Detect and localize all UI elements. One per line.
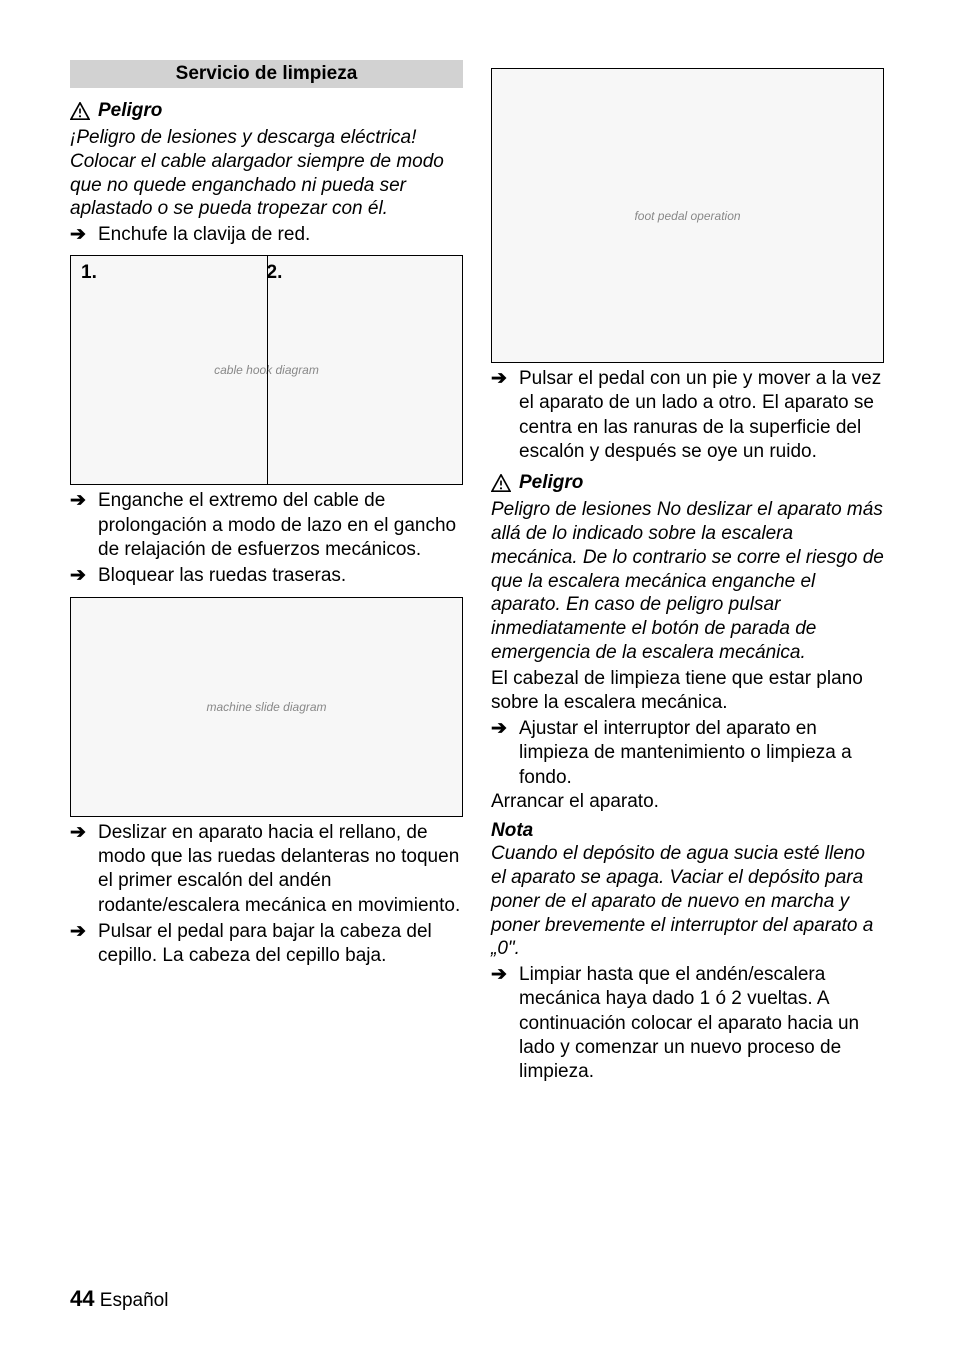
step-pedal: ➔ Pulsar el pedal para bajar la cabeza d… [70,920,463,969]
arrow-icon: ➔ [491,963,511,1085]
note-text: Cuando el depósito de agua sucia esté ll… [491,842,884,961]
figure-1-divider [267,256,268,484]
arrow-icon: ➔ [70,489,90,562]
warning-triangle-icon [70,102,90,120]
danger-text-2: Peligro de lesiones No deslizar el apara… [491,498,884,664]
page-number: 44 [70,1286,94,1311]
arrow-icon: ➔ [70,564,90,588]
arrow-icon: ➔ [491,367,511,464]
left-column: Servicio de limpieza Peligro ¡Peligro de… [70,60,463,1085]
figure-2-alt: machine slide diagram [206,700,326,714]
figure-2: machine slide diagram [70,597,463,817]
danger-heading-1: Peligro [70,100,463,122]
step-slide-text: Deslizar en aparato hacia el rellano, de… [98,821,463,918]
step-lock-wheels-text: Bloquear las ruedas traseras. [98,564,346,588]
arrow-icon: ➔ [491,717,511,790]
step-hook: ➔ Enganche el extremo del cable de prolo… [70,489,463,562]
note-label: Nota [491,820,884,842]
step-press-move: ➔ Pulsar el pedal con un pie y mover a l… [491,367,884,464]
right-column: foot pedal operation ➔ Pulsar el pedal c… [491,60,884,1085]
figure-1-panel-1-num: 1. [81,262,97,284]
start-text: Arrancar el aparato. [491,790,884,814]
figure-3: foot pedal operation [491,68,884,363]
step-set-switch: ➔ Ajustar el interruptor del aparato en … [491,717,884,790]
step-lock-wheels: ➔ Bloquear las ruedas traseras. [70,564,463,588]
step-plug: ➔ Enchufe la clavija de red. [70,223,463,247]
page-footer: 44 Español [70,1286,168,1312]
figure-3-alt: foot pedal operation [634,209,740,223]
danger-heading-2: Peligro [491,472,884,494]
danger-text-1: ¡Peligro de lesiones y descarga eléctric… [70,126,463,221]
figure-1: 1. 2. cable hook diagram [70,255,463,485]
step-set-switch-text: Ajustar el interruptor del aparato en li… [519,717,884,790]
page-root: Servicio de limpieza Peligro ¡Peligro de… [0,0,954,1352]
arrow-icon: ➔ [70,920,90,969]
step-plug-text: Enchufe la clavija de red. [98,223,310,247]
warning-triangle-icon [491,474,511,492]
step-pedal-text: Pulsar el pedal para bajar la cabeza del… [98,920,463,969]
figure-1-panel-2-num: 2. [267,262,283,284]
section-header: Servicio de limpieza [70,60,463,88]
step-clean-rounds-text: Limpiar hasta que el andén/escalera mecá… [519,963,884,1085]
danger-label-1: Peligro [98,100,162,122]
head-flat-text: El cabezal de limpieza tiene que estar p… [491,667,884,716]
arrow-icon: ➔ [70,223,90,247]
two-column-layout: Servicio de limpieza Peligro ¡Peligro de… [70,60,884,1085]
page-language: Español [100,1290,169,1311]
arrow-icon: ➔ [70,821,90,918]
step-hook-text: Enganche el extremo del cable de prolong… [98,489,463,562]
danger-label-2: Peligro [519,472,583,494]
step-slide: ➔ Deslizar en aparato hacia el rellano, … [70,821,463,918]
step-press-move-text: Pulsar el pedal con un pie y mover a la … [519,367,884,464]
step-clean-rounds: ➔ Limpiar hasta que el andén/escalera me… [491,963,884,1085]
